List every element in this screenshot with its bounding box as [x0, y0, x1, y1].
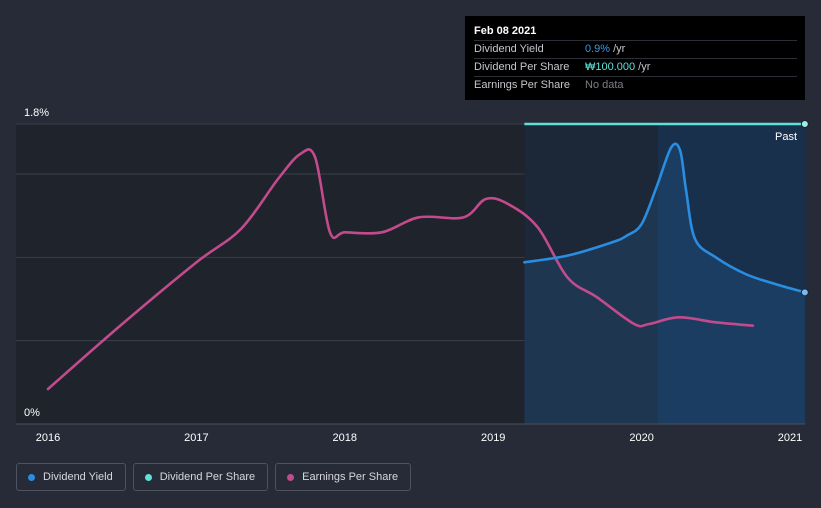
legend-earnings-per-share[interactable]: Earnings Per Share — [275, 463, 412, 491]
tooltip-label: Earnings Per Share — [474, 79, 570, 91]
tooltip-row-earnings-per-share: Earnings Per Share No data — [474, 76, 797, 94]
dividend-yield-area — [524, 143, 805, 424]
x-tick-label: 2016 — [36, 432, 60, 444]
tooltip-unit: /yr — [638, 61, 651, 73]
legend-dot-icon — [144, 473, 152, 481]
y-tick-label: 0% — [24, 407, 40, 419]
legend-dividend-per-share[interactable]: Dividend Per Share — [132, 463, 269, 491]
tooltip-value: No data — [585, 79, 624, 91]
dividend-yield-line — [523, 142, 807, 294]
x-tick-label: 2019 — [481, 432, 505, 444]
legend-dot-icon — [28, 473, 35, 481]
legend-label: Dividend Per Share — [159, 471, 256, 483]
dividend-per-share-end-marker — [800, 120, 809, 128]
y-tick-label: 1.8% — [24, 107, 49, 119]
x-tick-label: 2020 — [629, 432, 653, 444]
tooltip-value: 0.9% — [585, 43, 611, 55]
highlight-region — [657, 124, 805, 424]
legend-dividend-yield[interactable]: Dividend Yield — [16, 463, 126, 491]
x-tick-label: 2021 — [778, 432, 802, 444]
legend-label: Dividend Yield — [43, 471, 113, 483]
tooltip-panel: Feb 08 2021 Dividend Yield 0.9% /yr Divi… — [465, 16, 805, 100]
x-tick-label: 2018 — [333, 432, 357, 444]
tooltip-label: Dividend Yield — [474, 43, 544, 55]
tooltip-label: Dividend Per Share — [474, 61, 570, 73]
tooltip-unit: /yr — [613, 43, 626, 55]
x-tick-label: 2017 — [184, 432, 208, 444]
tooltip-row-dividend-yield: Dividend Yield 0.9% /yr — [474, 40, 797, 58]
chart-legend: Dividend Yield Dividend Per Share Earnin… — [16, 463, 412, 491]
earnings-per-share-line — [46, 148, 755, 391]
tooltip-date: Feb 08 2021 — [474, 25, 537, 37]
dividend-yield-end-marker — [800, 288, 809, 297]
past-label: Past — [775, 131, 797, 143]
tooltip-value: ₩100.000 — [585, 61, 636, 73]
legend-label: Earnings Per Share — [302, 471, 399, 483]
legend-dot-icon — [287, 473, 295, 481]
tooltip-row-dividend-per-share: Dividend Per Share ₩100.000 /yr — [474, 58, 797, 76]
